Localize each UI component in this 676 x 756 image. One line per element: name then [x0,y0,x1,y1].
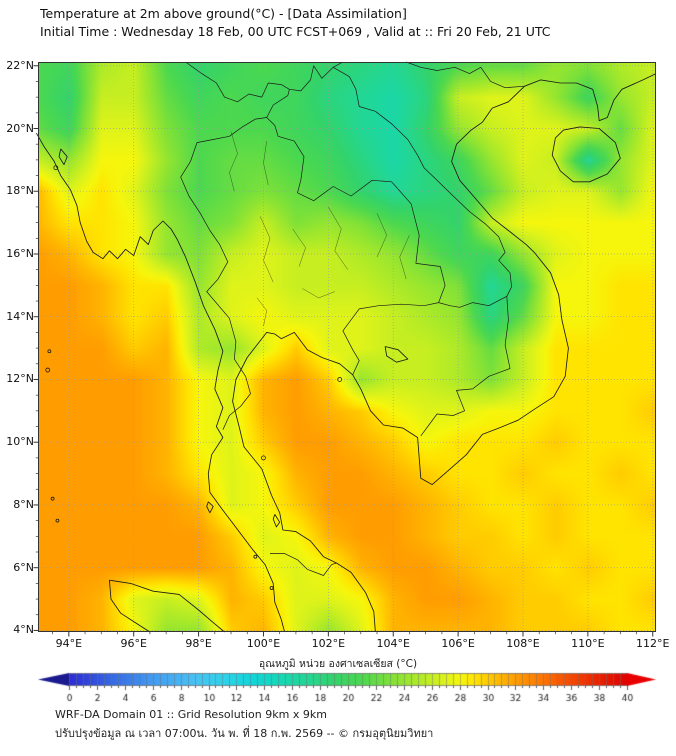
island-outline [337,377,343,382]
map-line [266,89,290,118]
y-axis-label: 4°N [13,623,34,637]
map-line [108,580,151,633]
footer-update-info: ปรับปรุงข้อมูล ณ เวลา 07:00น. วัน พ. ที่… [55,727,434,740]
y-axis-label: 10°N [6,435,34,449]
island-outline [253,554,258,559]
map-line [406,61,525,89]
x-axis-label: 112°E [636,637,670,650]
x-axis-label: 102°E [311,637,346,650]
map-line [185,61,344,103]
map-line [206,501,214,514]
map-line [109,579,225,633]
y-axis-label: 22°N [6,58,34,72]
colorbar-title: อุณหภูมิ หน่วย องศาเซลเซียส (°C) [258,658,418,670]
map-line [58,148,68,166]
y-axis-label: 12°N [6,372,34,386]
x-axis-label: 96°E [120,637,147,650]
island-outline [45,367,51,373]
x-axis-label: 110°E [571,637,605,650]
map-line [420,296,511,437]
footer-domain-info: WRF-DA Domain 01 :: Grid Resolution 9km … [55,708,327,721]
map-line [328,206,348,270]
map-line [272,514,281,528]
map-line [259,216,274,283]
map-line [256,297,267,327]
x-axis-label: 106°E [441,637,475,650]
x-axis-label: 108°E [506,637,540,650]
y-axis-label: 18°N [6,184,34,198]
x-axis-label: 98°E [185,637,212,650]
map-line [342,302,439,375]
map-plot-area [33,61,657,637]
map-overlay-svg [33,61,657,637]
island-outline [47,349,52,354]
y-axis-label: 20°N [6,121,34,135]
map-line [438,295,507,308]
island-outline [261,455,266,461]
map-line [36,132,286,633]
map-frame [38,62,656,632]
island-outline [53,165,59,171]
map-line [270,553,337,576]
map-line [232,73,657,633]
x-axis-label: 100°E [246,637,281,650]
island-outline [50,496,55,501]
map-line [263,141,269,186]
y-axis-label: 8°N [13,497,34,511]
map-line [333,66,512,297]
island-outline [269,586,274,590]
page-subtitle: Initial Time : Wednesday 18 Feb, 00 UTC … [40,24,551,39]
map-line [292,228,306,267]
map-line [302,288,335,299]
y-axis-label: 14°N [6,309,34,323]
page-title: Temperature at 2m above ground(°C) - [Da… [40,6,407,21]
y-axis-label: 16°N [6,246,34,260]
map-line [376,213,387,258]
map-line [551,126,621,183]
map-line [399,235,410,280]
y-axis-label: 6°N [13,560,34,574]
map-line [180,117,267,430]
x-axis-label: 94°E [55,637,83,650]
island-outline [55,518,60,523]
x-axis-label: 104°E [376,637,410,650]
map-line [266,117,446,303]
map-line [229,131,238,192]
colorbar-canvas [38,671,656,707]
map-line [384,346,409,363]
